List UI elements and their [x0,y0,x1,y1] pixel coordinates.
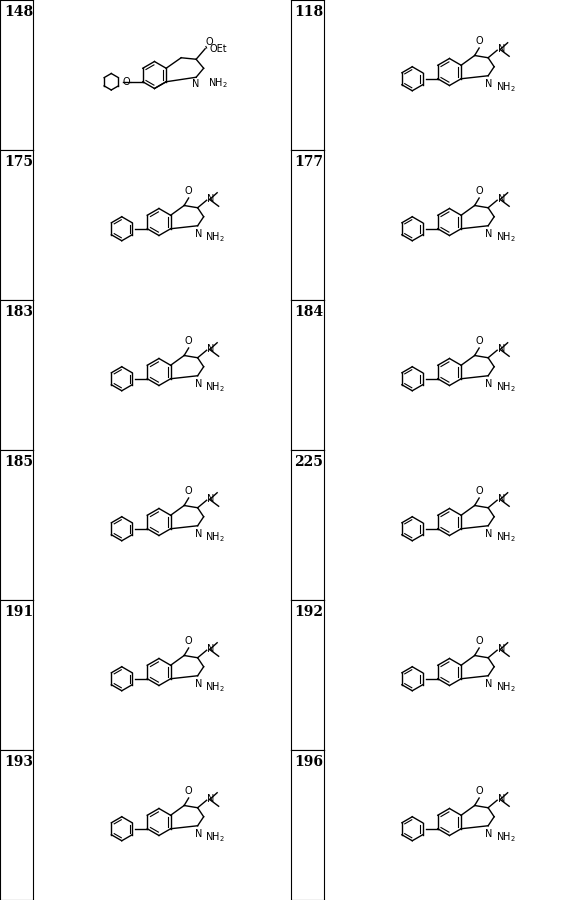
Text: NH$_2$: NH$_2$ [205,530,225,544]
Text: 185: 185 [4,454,33,469]
Text: N: N [498,44,505,55]
Text: 184: 184 [295,304,324,319]
Text: 193: 193 [4,754,33,769]
Text: O: O [185,337,192,347]
Text: NH$_2$: NH$_2$ [496,530,515,544]
Text: NH$_2$: NH$_2$ [205,830,225,844]
Text: NH$_2$: NH$_2$ [205,680,225,694]
Text: 225: 225 [295,454,324,469]
Text: N: N [207,345,215,355]
Text: N: N [485,229,493,238]
Text: 191: 191 [4,605,33,618]
Text: NH$_2$: NH$_2$ [205,380,225,394]
Text: NH$_2$: NH$_2$ [496,680,515,694]
Text: 118: 118 [295,4,324,19]
Text: N: N [485,529,493,539]
Text: NH$_2$: NH$_2$ [208,76,228,89]
Text: OEt: OEt [210,44,227,54]
Text: NH$_2$: NH$_2$ [496,830,515,844]
Text: NH$_2$: NH$_2$ [496,230,515,244]
Text: N: N [195,529,202,539]
Text: N: N [192,79,200,89]
Text: O: O [475,186,483,196]
Text: O: O [475,787,483,796]
Text: O: O [185,186,192,196]
Text: O: O [123,76,130,86]
Text: N: N [485,379,493,389]
Text: N: N [195,379,202,389]
Text: N: N [485,829,493,839]
Text: NH$_2$: NH$_2$ [496,80,515,94]
Text: O: O [475,636,483,646]
Text: 148: 148 [4,4,33,19]
Text: O: O [206,37,214,47]
Text: N: N [485,679,493,688]
Text: N: N [498,795,505,805]
Text: O: O [185,487,192,497]
Text: 175: 175 [4,155,33,168]
Text: N: N [207,194,215,204]
Text: 183: 183 [4,304,33,319]
Text: O: O [185,636,192,646]
Text: NH$_2$: NH$_2$ [205,230,225,244]
Text: 177: 177 [295,155,324,168]
Text: N: N [207,494,215,505]
Text: N: N [207,795,215,805]
Text: N: N [485,79,493,89]
Text: O: O [475,37,483,47]
Text: NH$_2$: NH$_2$ [496,380,515,394]
Text: O: O [475,337,483,347]
Text: N: N [498,494,505,505]
Text: N: N [195,229,202,238]
Text: O: O [185,787,192,796]
Text: O: O [475,487,483,497]
Text: 196: 196 [295,754,324,769]
Text: N: N [498,644,505,654]
Text: N: N [207,644,215,654]
Text: N: N [195,829,202,839]
Text: 192: 192 [295,605,324,618]
Text: N: N [195,679,202,688]
Text: N: N [498,345,505,355]
Text: N: N [498,194,505,204]
